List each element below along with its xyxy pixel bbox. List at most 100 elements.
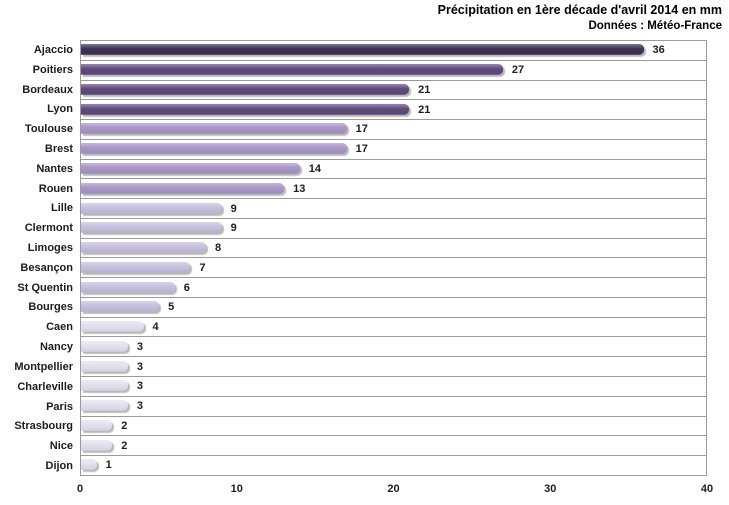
data-label: 7	[199, 261, 206, 274]
category-label: Limoges	[27, 242, 73, 255]
category-label: Rouen	[38, 182, 73, 195]
chart-row: 2	[81, 417, 706, 437]
chart-row: 3	[81, 377, 706, 397]
bar	[81, 399, 128, 411]
category-label: Montpellier	[14, 360, 73, 373]
bar	[81, 320, 144, 332]
chart-row: 3	[81, 357, 706, 378]
category-label: Dijon	[45, 459, 74, 472]
bar	[81, 222, 222, 234]
category-label: St Quentin	[17, 281, 73, 294]
chart-title-block: Précipitation en 1ère décade d'avril 201…	[438, 3, 722, 33]
data-label: 3	[136, 380, 143, 393]
category-label: Clermont	[24, 222, 73, 235]
bar	[81, 103, 410, 115]
bar	[81, 380, 128, 392]
category-label: Poitiers	[32, 63, 73, 76]
data-label: 3	[136, 399, 143, 412]
category-label: Caen	[46, 321, 73, 334]
chart-title: Précipitation en 1ère décade d'avril 201…	[437, 3, 722, 17]
data-label: 4	[152, 320, 159, 333]
chart-row: 21	[81, 81, 706, 101]
data-label: 8	[215, 241, 222, 254]
category-label: Paris	[46, 400, 73, 413]
chart-row: 9	[81, 219, 706, 239]
chart-subtitle: Données : Météo-France	[588, 19, 722, 32]
data-label: 21	[418, 103, 431, 116]
chart-row: 3	[81, 337, 706, 358]
bar	[81, 63, 503, 75]
category-label: Brest	[44, 142, 73, 155]
data-label: 27	[511, 63, 525, 76]
chart-row: 7	[81, 258, 706, 279]
bar	[81, 162, 300, 174]
bar	[81, 419, 113, 431]
chart-row: 4	[81, 318, 706, 338]
chart-row: 17	[81, 120, 706, 140]
data-label: 9	[230, 222, 237, 235]
data-label: 17	[355, 142, 368, 155]
bar	[81, 182, 285, 194]
chart-row: 9	[81, 199, 706, 219]
category-label: Charleville	[17, 380, 73, 393]
data-label: 3	[136, 360, 143, 373]
data-label: 13	[293, 182, 306, 195]
chart-row: 8	[81, 239, 706, 259]
category-label: Nancy	[39, 341, 73, 354]
data-label: 3	[136, 340, 143, 353]
x-axis-tick-label: 40	[700, 483, 714, 495]
bar	[81, 281, 175, 293]
chart-row: 2	[81, 436, 706, 457]
category-label: Nantes	[36, 162, 73, 175]
chart-row: 36	[81, 41, 706, 61]
chart-row: 13	[81, 179, 706, 200]
bar	[81, 143, 347, 155]
category-label: Besançon	[20, 261, 73, 274]
bar	[81, 360, 128, 372]
data-label: 2	[121, 419, 128, 432]
category-label: Bourges	[28, 301, 73, 314]
bar	[81, 123, 347, 135]
chart-row: 1	[81, 456, 706, 475]
category-axis-labels: Ajaccio Poitiers Bordeaux Lyon Toulouse Brest…	[0, 40, 73, 476]
x-axis-tick-label: 10	[230, 483, 243, 495]
bar	[81, 340, 128, 352]
bar	[81, 301, 160, 313]
chart-row: 5	[81, 298, 706, 318]
x-axis-tick-label: 0	[76, 483, 84, 495]
category-label: Nice	[49, 440, 73, 453]
bar	[81, 261, 191, 273]
data-label: 14	[308, 162, 321, 175]
data-label: 9	[230, 202, 237, 215]
category-label: Lyon	[47, 103, 73, 116]
bar	[81, 44, 644, 56]
x-axis-tick-label: 20	[387, 483, 400, 495]
bar	[81, 439, 113, 451]
data-label: 36	[652, 44, 665, 57]
plot-area: 36 27 21 21 17 17 14 13 9 9 8 7 6 5 4 3 3 3 3 2 2 1	[80, 40, 707, 476]
data-label: 1	[105, 459, 112, 472]
chart-row: 14	[81, 160, 706, 180]
category-label: Lille	[50, 202, 73, 215]
category-label: Ajaccio	[33, 43, 73, 56]
x-axis-tick-label: 30	[544, 483, 557, 495]
bar	[81, 83, 410, 95]
category-label: Bordeaux	[22, 83, 73, 96]
chart-row: 3	[81, 397, 706, 417]
data-label: 21	[418, 83, 431, 96]
chart-row: 6	[81, 278, 706, 298]
data-label: 5	[168, 301, 175, 314]
category-label: Toulouse	[24, 123, 73, 136]
data-label: 6	[183, 281, 190, 294]
bar	[81, 241, 206, 253]
bar	[81, 459, 97, 471]
chart-row: 21	[81, 100, 706, 121]
data-label: 17	[355, 123, 368, 136]
value-axis: 0 10 20 30 40	[76, 481, 713, 499]
chart-row: 27	[81, 61, 706, 81]
bar	[81, 202, 222, 214]
category-label: Strasbourg	[14, 420, 73, 433]
data-label: 2	[121, 439, 128, 452]
chart-row: 17	[81, 140, 706, 160]
